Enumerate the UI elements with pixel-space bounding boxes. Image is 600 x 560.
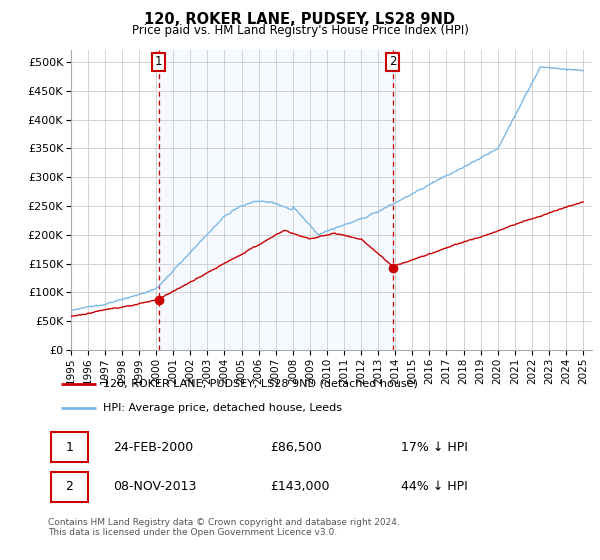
Text: 1: 1 (65, 441, 73, 454)
Text: Contains HM Land Registry data © Crown copyright and database right 2024.
This d: Contains HM Land Registry data © Crown c… (48, 518, 400, 538)
Text: 24-FEB-2000: 24-FEB-2000 (113, 441, 194, 454)
Text: 44% ↓ HPI: 44% ↓ HPI (401, 480, 467, 493)
Text: 120, ROKER LANE, PUDSEY, LS28 9ND (detached house): 120, ROKER LANE, PUDSEY, LS28 9ND (detac… (103, 379, 418, 389)
Text: 17% ↓ HPI: 17% ↓ HPI (401, 441, 467, 454)
Text: 2: 2 (389, 55, 397, 68)
FancyBboxPatch shape (50, 472, 88, 502)
Text: HPI: Average price, detached house, Leeds: HPI: Average price, detached house, Leed… (103, 403, 343, 413)
Text: 120, ROKER LANE, PUDSEY, LS28 9ND: 120, ROKER LANE, PUDSEY, LS28 9ND (145, 12, 455, 27)
Text: 08-NOV-2013: 08-NOV-2013 (113, 480, 197, 493)
Text: £86,500: £86,500 (270, 441, 322, 454)
Bar (159, 50, 392, 350)
Text: Price paid vs. HM Land Registry's House Price Index (HPI): Price paid vs. HM Land Registry's House … (131, 24, 469, 37)
FancyBboxPatch shape (50, 432, 88, 462)
Text: 1: 1 (155, 55, 163, 68)
Text: 2: 2 (65, 480, 73, 493)
Text: £143,000: £143,000 (270, 480, 329, 493)
